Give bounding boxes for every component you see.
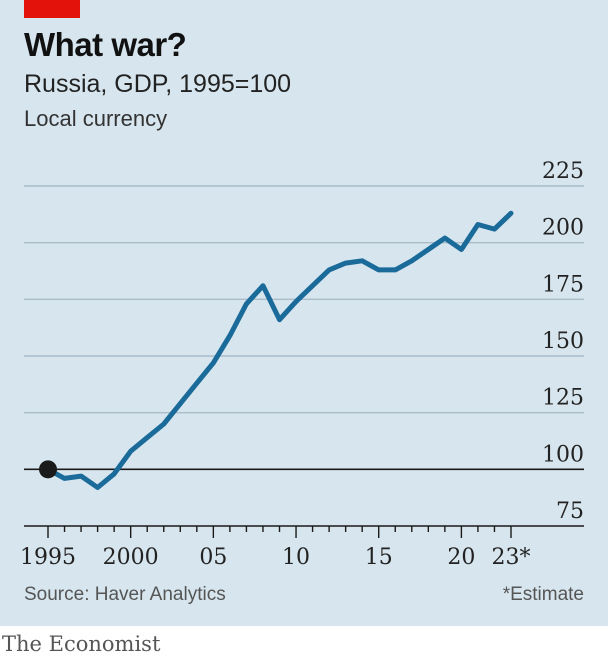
chart-units: Local currency: [24, 106, 168, 131]
brand-red-tag: [24, 0, 80, 18]
start-point-marker: [39, 460, 57, 479]
series-layer: [39, 210, 514, 490]
x-tick-label-2020: 20: [447, 545, 475, 570]
x-tick-label-2005: 05: [199, 545, 227, 570]
x-tick-label-1995: 1995: [20, 545, 76, 570]
chart-title: What war?: [24, 26, 187, 63]
y-tick-labels: 75 100 125 150 175 200 225: [542, 159, 584, 524]
y-tick-label-175: 175: [542, 272, 584, 297]
x-tick-label-2010: 10: [282, 545, 310, 570]
y-tick-label-200: 200: [542, 216, 584, 241]
y-tick-label-75: 75: [556, 499, 584, 524]
estimate-footnote: *Estimate: [502, 584, 584, 605]
y-tick-label-125: 125: [542, 386, 584, 411]
line-chart: 75 100 125 150 175 200 225 1995 2000 05 10 15 20 23*: [20, 159, 584, 570]
chart-subtitle: Russia, GDP, 1995=100: [24, 70, 292, 98]
x-tick-label-2015: 15: [365, 545, 393, 570]
x-ticks: 1995 2000 05 10 15 20 23*: [20, 526, 531, 570]
y-tick-label-225: 225: [542, 159, 584, 184]
y-tick-label-150: 150: [542, 329, 584, 354]
x-tick-label-2023: 23*: [492, 545, 531, 570]
chart-panel: [0, 0, 608, 626]
brand-wordmark: The Economist: [2, 632, 161, 656]
source-note: Source: Haver Analytics: [24, 584, 226, 605]
gdp-series-line: [45, 210, 514, 490]
gridlines: [24, 185, 584, 527]
y-tick-label-100: 100: [542, 442, 584, 467]
x-tick-label-2000: 2000: [103, 545, 159, 570]
